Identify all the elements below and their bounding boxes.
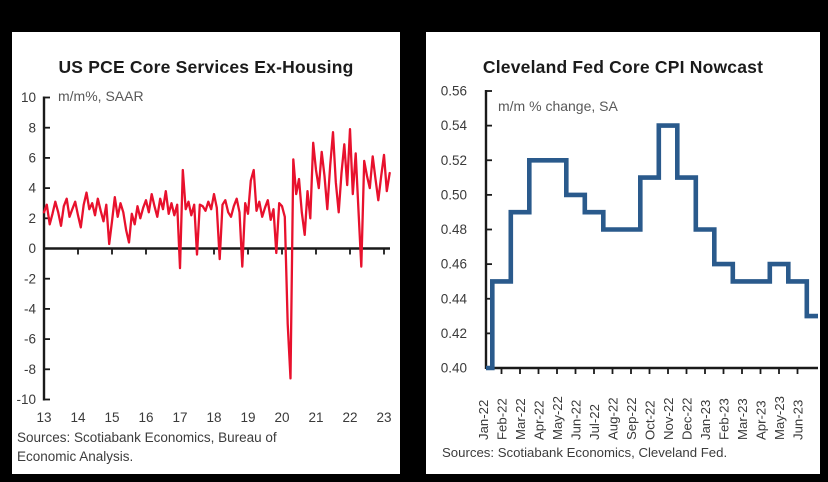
chart-title-pce: US PCE Core Services Ex-Housing xyxy=(58,56,354,77)
svg-text:Nov-22: Nov-22 xyxy=(661,397,676,440)
svg-text:0.46: 0.46 xyxy=(441,257,467,272)
svg-text:0.50: 0.50 xyxy=(441,187,467,202)
svg-text:0.40: 0.40 xyxy=(441,361,467,376)
svg-text:0.52: 0.52 xyxy=(441,153,467,168)
svg-text:19: 19 xyxy=(240,410,255,425)
sources-note-cleveland-fed: Sources: Scotiabank Economics, Cleveland… xyxy=(442,445,728,460)
svg-text:May-22: May-22 xyxy=(550,396,565,440)
svg-text:Jun-22: Jun-22 xyxy=(568,400,583,440)
svg-text:Aug-22: Aug-22 xyxy=(605,397,620,440)
svg-text:18: 18 xyxy=(206,410,221,425)
chart-panel-cleveland-fed: 0.56 0.54 0.52 0.50 0.48 0.46 0.44 0.42 0.40 Jan-… xyxy=(426,32,820,474)
svg-text:0.56: 0.56 xyxy=(441,84,467,99)
svg-text:14: 14 xyxy=(70,410,86,425)
svg-text:20: 20 xyxy=(274,410,289,425)
chart-panel-pce: 10 8 6 4 2 0 -2 -4 -6 -8 -10 13 14 15 16 17 18 19 20 21 22 23… xyxy=(12,32,400,474)
svg-text:Jul-22: Jul-22 xyxy=(587,404,602,440)
svg-text:May-23: May-23 xyxy=(772,396,787,440)
svg-text:15: 15 xyxy=(104,410,119,425)
svg-text:Dec-22: Dec-22 xyxy=(679,397,694,440)
svg-text:-10: -10 xyxy=(16,392,36,407)
svg-text:Mar-22: Mar-22 xyxy=(513,398,528,440)
svg-text:2: 2 xyxy=(28,211,36,226)
svg-text:0.42: 0.42 xyxy=(441,326,467,341)
svg-text:21: 21 xyxy=(308,410,323,425)
svg-text:Sep-22: Sep-22 xyxy=(624,397,639,440)
y-axis-unit-label-pce: m/m%, SAAR xyxy=(58,88,144,104)
svg-text:-8: -8 xyxy=(24,362,36,377)
svg-text:13: 13 xyxy=(36,410,51,425)
svg-text:Jan-22: Jan-22 xyxy=(476,400,491,440)
chart-title-cleveland-fed: Cleveland Fed Core CPI Nowcast xyxy=(482,56,764,77)
svg-text:16: 16 xyxy=(138,410,153,425)
svg-text:0: 0 xyxy=(28,241,36,256)
svg-text:Jun-23: Jun-23 xyxy=(790,400,805,440)
svg-text:Oct-22: Oct-22 xyxy=(642,400,657,440)
sources-note-pce: Sources: Scotiabank Economics, Bureau of… xyxy=(17,430,277,464)
svg-text:8: 8 xyxy=(28,120,36,135)
svg-text:Mar-23: Mar-23 xyxy=(735,398,750,440)
svg-text:6: 6 xyxy=(28,151,36,166)
svg-text:23: 23 xyxy=(376,410,391,425)
svg-text:Apr-22: Apr-22 xyxy=(531,400,546,440)
y-axis-unit-label-cleveland-fed: m/m % change, SA xyxy=(498,98,618,114)
svg-text:-2: -2 xyxy=(24,271,36,286)
svg-text:0.44: 0.44 xyxy=(441,291,468,306)
svg-text:22: 22 xyxy=(342,410,357,425)
svg-text:-6: -6 xyxy=(24,332,36,347)
svg-text:-4: -4 xyxy=(24,302,36,317)
svg-text:Apr-23: Apr-23 xyxy=(753,400,768,440)
svg-text:Feb-22: Feb-22 xyxy=(494,398,509,440)
svg-text:0.48: 0.48 xyxy=(441,222,467,237)
svg-text:Jan-23: Jan-23 xyxy=(698,400,713,440)
svg-text:0.54: 0.54 xyxy=(441,118,468,133)
svg-text:Feb-23: Feb-23 xyxy=(716,398,731,440)
svg-text:4: 4 xyxy=(28,181,36,196)
svg-text:10: 10 xyxy=(21,90,36,105)
svg-text:17: 17 xyxy=(172,410,187,425)
cleveland-fed-step-chart: 0.56 0.54 0.52 0.50 0.48 0.46 0.44 0.42 0.40 Jan-… xyxy=(441,84,818,440)
